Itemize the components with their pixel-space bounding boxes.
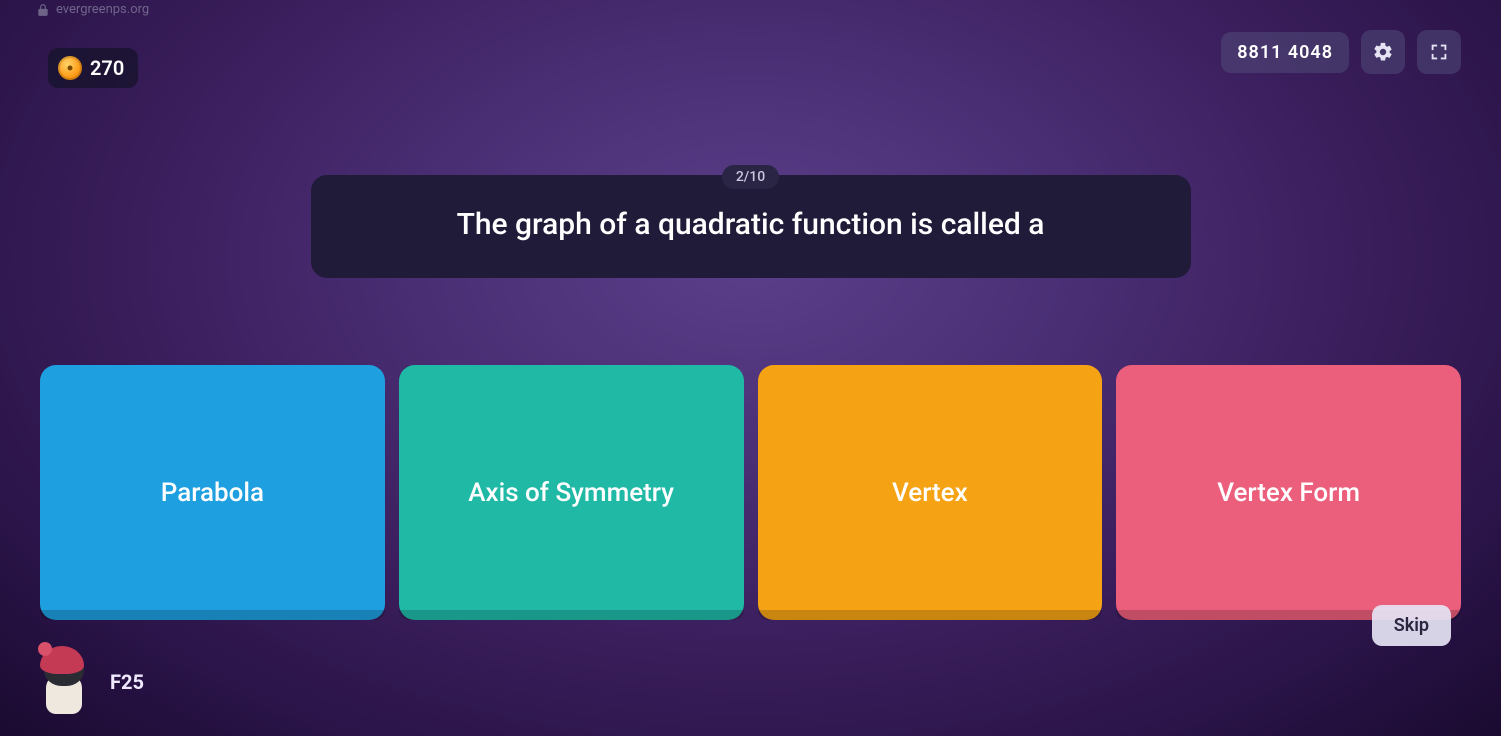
fullscreen-button[interactable]	[1417, 30, 1461, 74]
answer-option-3[interactable]: Vertex Form	[1116, 365, 1461, 620]
fullscreen-icon	[1428, 41, 1450, 63]
question-section: 2/10 The graph of a quadratic function i…	[311, 165, 1191, 278]
game-code: 8811 4048	[1221, 32, 1349, 73]
lock-icon	[36, 3, 50, 17]
skip-button[interactable]: Skip	[1372, 605, 1451, 646]
player-info: F25	[36, 650, 144, 714]
answer-option-0[interactable]: Parabola	[40, 365, 385, 620]
url-text: evergreenps.org	[56, 2, 149, 17]
coin-counter: 270	[48, 48, 138, 88]
answer-option-1[interactable]: Axis of Symmetry	[399, 365, 744, 620]
player-name: F25	[110, 670, 144, 694]
browser-url-hint: evergreenps.org	[36, 2, 149, 17]
answers-grid: ParabolaAxis of SymmetryVertexVertex For…	[40, 365, 1461, 620]
avatar	[36, 650, 92, 714]
top-right-controls: 8811 4048	[1221, 30, 1461, 74]
coin-count: 270	[90, 56, 124, 80]
settings-button[interactable]	[1361, 30, 1405, 74]
coin-icon	[58, 56, 82, 80]
progress-indicator: 2/10	[722, 165, 779, 189]
question-text: The graph of a quadratic function is cal…	[311, 175, 1191, 278]
gear-icon	[1372, 41, 1394, 63]
answer-option-2[interactable]: Vertex	[758, 365, 1103, 620]
